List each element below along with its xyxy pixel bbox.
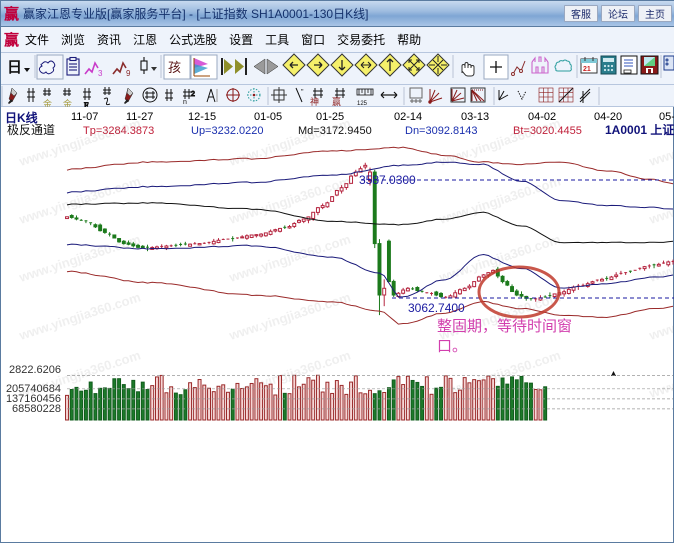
svg-text:3587.0300: 3587.0300: [359, 173, 416, 187]
svg-text:www.yingjia360.com: www.yingjia360.com: [436, 173, 562, 227]
svg-text:68580228: 68580228: [12, 403, 61, 415]
svg-text:www.yingjia360.com: www.yingjia360.com: [436, 115, 562, 169]
svg-text:www.yingjia360.com: www.yingjia360.com: [16, 173, 142, 227]
svg-text:www.yingjia360.com: www.yingjia360.com: [16, 231, 142, 285]
svg-text:口。: 口。: [437, 338, 467, 355]
svg-text:www.yingjia360.com: www.yingjia360.com: [16, 115, 142, 169]
svg-text:www.yingjia360.com: www.yingjia360.com: [16, 289, 142, 343]
svg-text:整固期，等待时间窗: 整固期，等待时间窗: [437, 317, 572, 335]
svg-text:www.yingjia360.com: www.yingjia360.com: [226, 231, 352, 285]
svg-text:www.yingjia360.com: www.yingjia360.com: [226, 115, 352, 169]
svg-text:3062.7400: 3062.7400: [408, 301, 465, 315]
svg-text:www.yingjia360.com: www.yingjia360.com: [646, 347, 674, 401]
svg-text:www.yingjia360.com: www.yingjia360.com: [646, 289, 674, 343]
svg-text:www.yingjia360.com: www.yingjia360.com: [646, 173, 674, 227]
svg-text:www.yingjia360.com: www.yingjia360.com: [646, 115, 674, 169]
svg-text:www.yingjia360.com: www.yingjia360.com: [226, 289, 352, 343]
svg-text:2822.6206: 2822.6206: [9, 364, 61, 376]
svg-text:www.yingjia360.com: www.yingjia360.com: [436, 231, 562, 285]
